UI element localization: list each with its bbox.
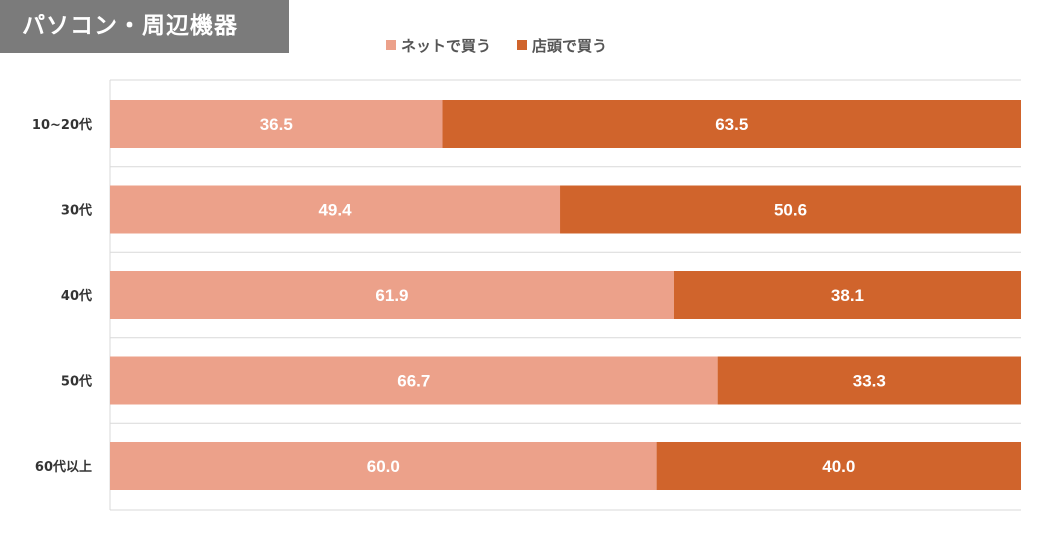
y-tick-label: 30代 — [61, 203, 92, 219]
data-label: 49.4 — [318, 201, 352, 220]
data-label: 66.7 — [397, 372, 430, 391]
bar-segment-net — [110, 185, 561, 234]
legend-label-store: 店頭で買う — [532, 36, 608, 55]
bar-segment-store — [560, 185, 1021, 234]
data-label: 40.0 — [822, 457, 855, 476]
bar-segment-net — [110, 442, 657, 490]
bar-segment-net — [110, 271, 674, 319]
bar-segment-store — [717, 356, 1021, 405]
y-tick-label: 40代 — [61, 288, 92, 304]
data-label: 60.0 — [367, 457, 400, 476]
data-label: 63.5 — [715, 115, 748, 134]
bar-segment-net — [110, 100, 443, 148]
legend-swatch-store — [517, 40, 528, 50]
legend-item-store: 店頭で買う — [517, 35, 607, 56]
data-label: 36.5 — [260, 115, 293, 134]
data-label: 33.3 — [853, 372, 886, 391]
bar-segment-store — [673, 271, 1021, 319]
legend-item-net: ネットで買う — [386, 35, 491, 56]
y-tick-label: 50代 — [61, 374, 92, 390]
bar-segment-store — [656, 442, 1021, 490]
legend-swatch-net — [386, 40, 396, 50]
y-tick-label: 60代以上 — [35, 459, 92, 475]
data-label: 61.9 — [375, 286, 408, 305]
data-label: 38.1 — [831, 286, 864, 305]
legend: ネットで買う 店頭で買う — [386, 33, 607, 57]
bar-segment-net — [110, 356, 718, 405]
legend-label-net: ネットで買う — [401, 36, 492, 55]
y-tick-label: 10~20代 — [32, 117, 92, 133]
chart-title: パソコン・周辺機器 — [0, 0, 289, 53]
bar-segment-store — [442, 100, 1021, 148]
data-label: 50.6 — [774, 201, 807, 220]
